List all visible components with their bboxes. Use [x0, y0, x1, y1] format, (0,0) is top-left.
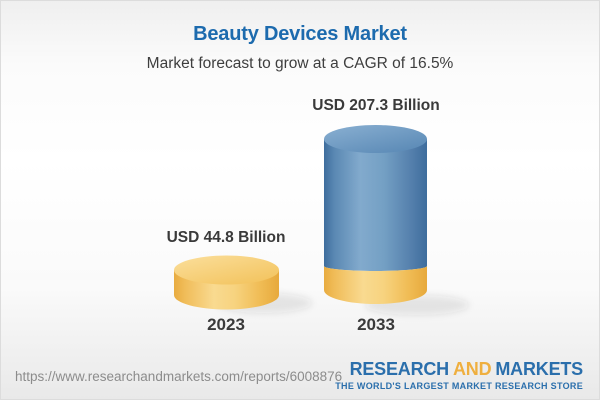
report-url: https://www.researchandmarkets.com/repor…	[15, 369, 343, 384]
axis-label-2023: 2023	[207, 315, 245, 334]
bar-2033-blue-segment	[324, 139, 427, 271]
value-label-2023: USD 44.8 Billion	[166, 229, 286, 246]
research-and-markets-logo: RESEARCH AND MARKETS THE WORLD'S LARGEST M…	[335, 360, 583, 391]
logo-word-and: AND	[452, 359, 492, 379]
logo-word-research: RESEARCH	[349, 359, 450, 379]
value-label-2033: USD 207.3 Billion	[312, 97, 440, 114]
logo-word-markets: MARKETS	[495, 359, 583, 379]
logo-tagline: THE WORLD'S LARGEST MARKET RESEARCH STOR…	[335, 380, 583, 391]
logo-wordmark: RESEARCH AND MARKETS	[335, 359, 584, 379]
page-subtitle: Market forecast to grow at a CAGR of 16.…	[146, 55, 454, 72]
bar-2023-cylinder	[174, 255, 279, 310]
axis-label-2033: 2033	[357, 315, 395, 334]
bar-2033-cylinder	[324, 125, 427, 305]
bar-2033-gold-base-segment	[324, 266, 427, 305]
page-title: Beauty Devices Market	[193, 23, 407, 45]
